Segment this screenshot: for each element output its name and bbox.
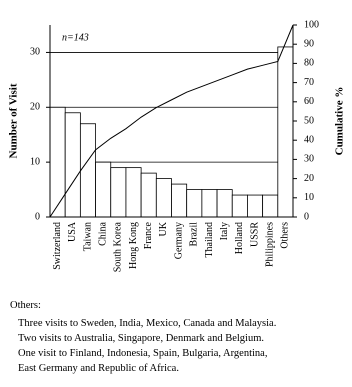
x-tick-label: Philippines bbox=[265, 222, 276, 267]
bar bbox=[216, 189, 233, 218]
y-tick-label: 30 bbox=[30, 47, 40, 58]
x-tick-label: South Korea bbox=[113, 221, 124, 272]
bar bbox=[171, 183, 188, 218]
y-axis-label: Number of Visit bbox=[8, 83, 20, 158]
x-tick-label: UK bbox=[158, 221, 169, 236]
y-tick-label: 20 bbox=[30, 102, 40, 113]
bar bbox=[231, 194, 248, 218]
x-tick-label: Italy bbox=[219, 222, 230, 240]
bar bbox=[95, 161, 112, 218]
y2-tick-label: 60 bbox=[304, 96, 314, 107]
bar bbox=[79, 123, 96, 218]
bar bbox=[49, 106, 66, 218]
cumulative-start bbox=[49, 193, 66, 218]
y2-tick-label: 10 bbox=[304, 192, 314, 203]
bar bbox=[201, 189, 218, 218]
bar bbox=[186, 189, 203, 218]
y2-tick-label: 0 bbox=[304, 211, 309, 222]
x-tick-label: USSR bbox=[249, 222, 260, 247]
bar bbox=[155, 178, 172, 218]
notes-title: Others: bbox=[10, 300, 41, 311]
x-tick-label: Germany bbox=[173, 222, 184, 259]
x-tick-label: Thailand bbox=[204, 222, 215, 258]
cumulative-line bbox=[64, 24, 294, 195]
bar bbox=[247, 194, 264, 218]
y2-tick-label: 50 bbox=[304, 115, 314, 126]
bar bbox=[140, 172, 157, 218]
y2-tick-label: 80 bbox=[304, 58, 314, 69]
x-tick-label: Brazil bbox=[189, 222, 200, 247]
x-tick-label: Holland bbox=[234, 222, 245, 254]
note-line: One visit to Finland, Indonesia, Spain, … bbox=[18, 348, 267, 359]
y-tick-label: 10 bbox=[30, 156, 40, 167]
y2-tick-label: 20 bbox=[304, 173, 314, 184]
note-line: East Germany and Republic of Africa. bbox=[18, 363, 179, 374]
bar bbox=[262, 194, 279, 218]
bar bbox=[110, 167, 127, 218]
y2-tick-label: 40 bbox=[304, 134, 314, 145]
y2-tick-label: 90 bbox=[304, 38, 314, 49]
y-tick-label: 0 bbox=[35, 211, 40, 222]
y2-axis-label: Cumulative % bbox=[334, 87, 346, 156]
annotation: n=143 bbox=[62, 32, 89, 43]
note-line: Two visits to Australia, Singapore, Denm… bbox=[18, 333, 264, 344]
x-tick-label: France bbox=[143, 221, 154, 249]
y2-tick-label: 30 bbox=[304, 154, 314, 165]
note-line: Three visits to Sweden, India, Mexico, C… bbox=[18, 318, 276, 329]
x-tick-label: Switzerland bbox=[52, 222, 63, 270]
y2-tick-label: 100 bbox=[304, 19, 319, 30]
x-tick-label: USA bbox=[67, 221, 78, 242]
x-tick-label: Taiwan bbox=[82, 222, 93, 251]
bar bbox=[125, 167, 142, 218]
bar bbox=[277, 46, 294, 218]
bar bbox=[64, 112, 81, 218]
x-tick-label: Others bbox=[280, 222, 291, 249]
x-tick-label: Hong Kong bbox=[128, 222, 139, 269]
x-tick-label: China bbox=[97, 221, 108, 245]
y2-tick-label: 70 bbox=[304, 77, 314, 88]
